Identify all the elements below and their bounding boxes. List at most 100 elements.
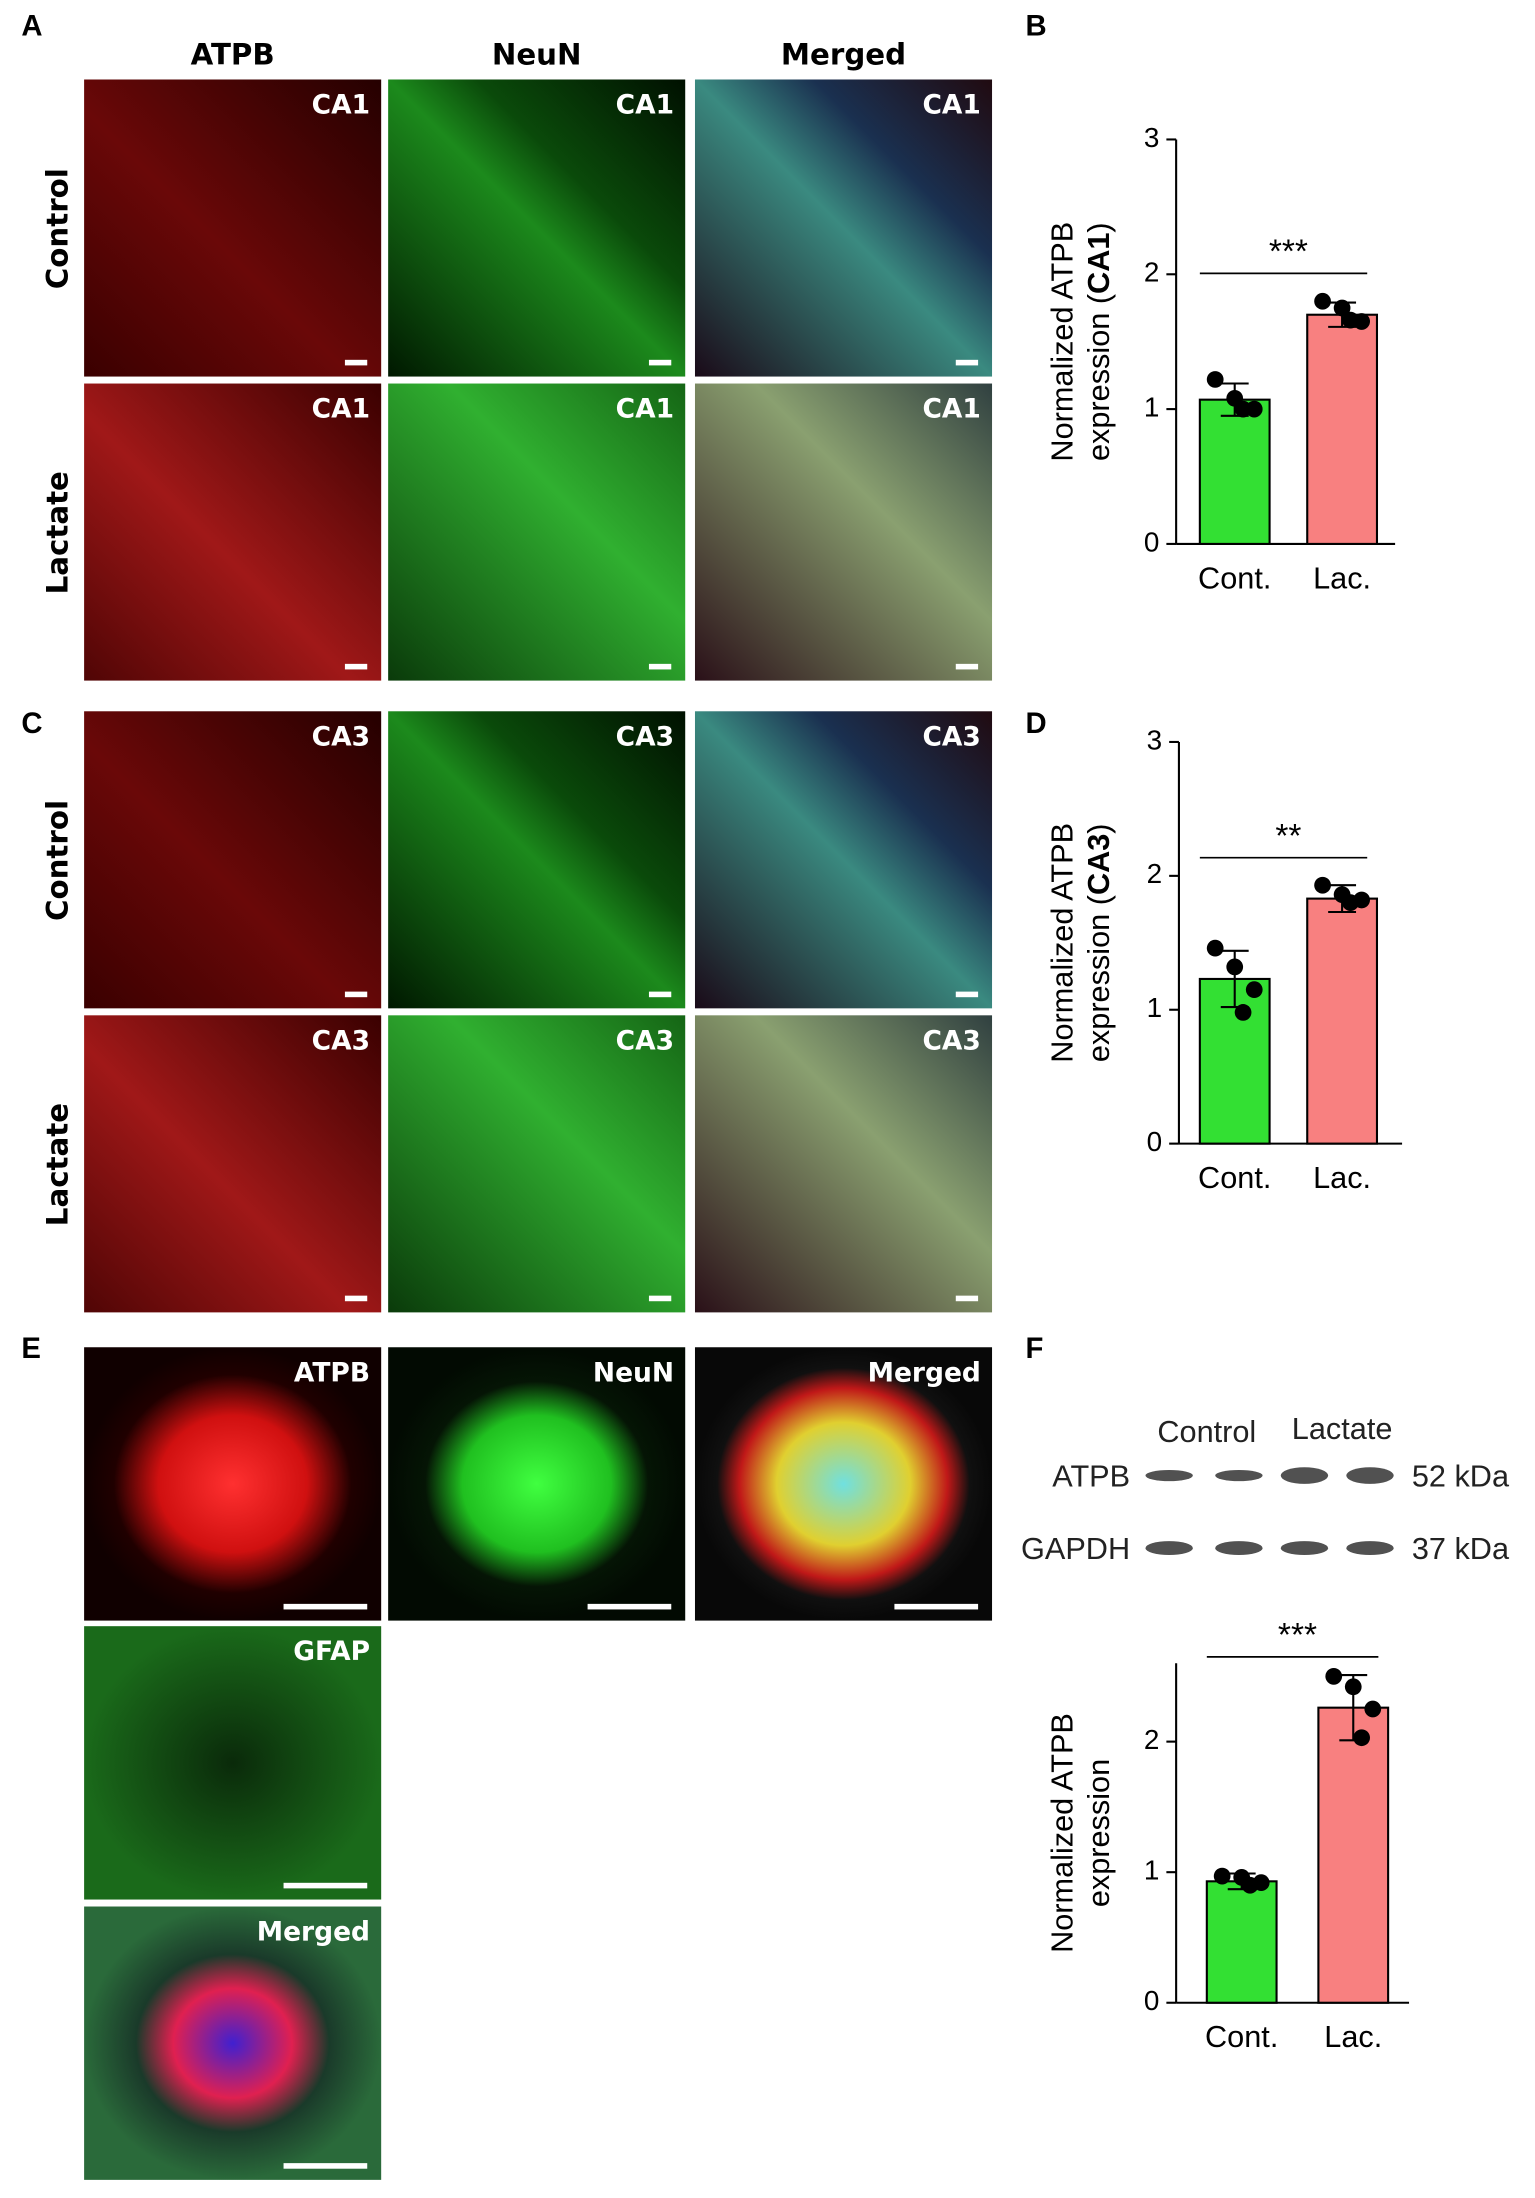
- significance: **: [1275, 818, 1301, 855]
- data-point: [1226, 958, 1244, 976]
- image-label: ATPB: [294, 1357, 370, 1388]
- data-point: [1245, 981, 1263, 999]
- y-tick-label: 2: [1144, 257, 1160, 288]
- image-label: NeuN: [593, 1357, 674, 1388]
- data-point: [1213, 1867, 1231, 1885]
- data-point: [1234, 1004, 1252, 1021]
- y-axis-label: Normalized ATPBexpression (CA3): [1045, 823, 1116, 1063]
- bar: [1306, 313, 1379, 545]
- scale-bar: [344, 991, 368, 998]
- image-label: CA3: [616, 721, 674, 752]
- y-tick-label: 3: [1144, 122, 1160, 153]
- panel-letter: E: [21, 1332, 41, 1365]
- image-label: CA1: [923, 394, 981, 425]
- micrograph: [84, 711, 382, 1009]
- y-axis-label-line: Normalized ATPB: [1045, 1713, 1080, 1953]
- blot-size: 52 kDa: [1412, 1458, 1510, 1493]
- y-tick-label: 2: [1147, 858, 1163, 889]
- micrograph: [694, 711, 993, 1009]
- panel-letter: C: [21, 707, 42, 740]
- data-point: [1206, 939, 1224, 957]
- y-tick-label: 0: [1147, 1126, 1163, 1157]
- row-label: Control: [41, 168, 75, 289]
- y-tick-label: 1: [1144, 391, 1160, 422]
- scale-bar: [344, 359, 368, 366]
- y-axis-label-part: ): [1081, 222, 1116, 232]
- y-axis-label-part: expression: [1081, 1759, 1116, 1907]
- image-label: CA1: [923, 89, 981, 120]
- blot-group: Lactate: [1292, 1411, 1393, 1446]
- image-label: CA1: [616, 89, 674, 120]
- x-tick-label: Lac.: [1313, 1160, 1371, 1195]
- scale-bar: [283, 2163, 368, 2169]
- y-tick-label: 1: [1144, 1855, 1160, 1886]
- y-axis-label: Normalized ATPBexpression: [1045, 1713, 1116, 1953]
- y-axis-label-part: expression (: [1081, 293, 1116, 461]
- row-label: Lactate: [41, 1103, 75, 1226]
- column-header: ATPB: [191, 37, 275, 71]
- micrograph: [84, 1347, 382, 1621]
- scale-bar: [955, 359, 979, 366]
- micrograph: [388, 1015, 686, 1313]
- scale-bar: [283, 1882, 368, 1889]
- blot-band: [1215, 1469, 1263, 1482]
- image-label: CA3: [616, 1025, 674, 1056]
- column-header: NeuN: [492, 37, 582, 71]
- blot-size: 37 kDa: [1412, 1531, 1510, 1566]
- scale-bar: [955, 663, 979, 670]
- blot-group: Control: [1157, 1414, 1256, 1449]
- scale-bar: [894, 1603, 979, 1610]
- micrograph: [388, 711, 686, 1009]
- x-tick-label: Cont.: [1198, 1160, 1271, 1195]
- image-label: CA1: [312, 394, 370, 425]
- blot-band: [1280, 1467, 1329, 1484]
- blot-band: [1145, 1469, 1193, 1482]
- blot-band: [1145, 1541, 1193, 1556]
- scale-bar: [283, 1603, 368, 1610]
- y-tick-label: 1: [1147, 992, 1163, 1023]
- micrograph: [84, 383, 382, 681]
- y-tick-label: 2: [1144, 1724, 1160, 1755]
- panel-letter: B: [1026, 10, 1047, 43]
- blot-band: [1346, 1541, 1394, 1556]
- panel-letter: A: [21, 10, 42, 43]
- image-label: CA1: [312, 89, 370, 120]
- blot-band-label: GAPDH: [1021, 1531, 1130, 1566]
- micrograph: [388, 1347, 686, 1621]
- data-point: [1342, 894, 1359, 911]
- x-tick-label: Lac.: [1313, 560, 1371, 595]
- significance: ***: [1269, 234, 1308, 271]
- bar: [1306, 897, 1379, 1145]
- data-point: [1314, 292, 1331, 310]
- bar: [1317, 1706, 1390, 2004]
- x-tick-label: Lac.: [1324, 2019, 1382, 2054]
- y-tick-label: 3: [1147, 724, 1163, 755]
- y-axis-label-line: Normalized ATPB: [1045, 222, 1080, 462]
- scale-bar: [955, 991, 979, 998]
- column-header: Merged: [781, 37, 906, 71]
- data-point: [1333, 299, 1351, 317]
- scale-bar: [648, 1295, 672, 1302]
- scale-bar: [587, 1603, 672, 1610]
- panel-letter: F: [1026, 1332, 1044, 1365]
- image-label: CA3: [312, 1025, 370, 1056]
- data-point: [1344, 1678, 1362, 1696]
- row-label: Lactate: [41, 471, 75, 594]
- scale-bar: [344, 1295, 368, 1302]
- data-point: [1206, 371, 1224, 388]
- micrograph: [694, 79, 993, 377]
- micrograph: [84, 1015, 382, 1313]
- y-axis-label-part: CA3: [1081, 834, 1116, 895]
- image-label: GFAP: [293, 1636, 370, 1667]
- data-point: [1342, 311, 1359, 329]
- micrograph: [694, 1015, 993, 1313]
- y-axis-label-part: ): [1081, 823, 1116, 833]
- image-label: CA1: [616, 394, 674, 425]
- data-point: [1234, 400, 1252, 418]
- y-axis-label-line: Normalized ATPB: [1045, 823, 1080, 1063]
- micrograph: [694, 1347, 993, 1621]
- image-label: Merged: [868, 1357, 981, 1388]
- significance: ***: [1278, 1617, 1317, 1654]
